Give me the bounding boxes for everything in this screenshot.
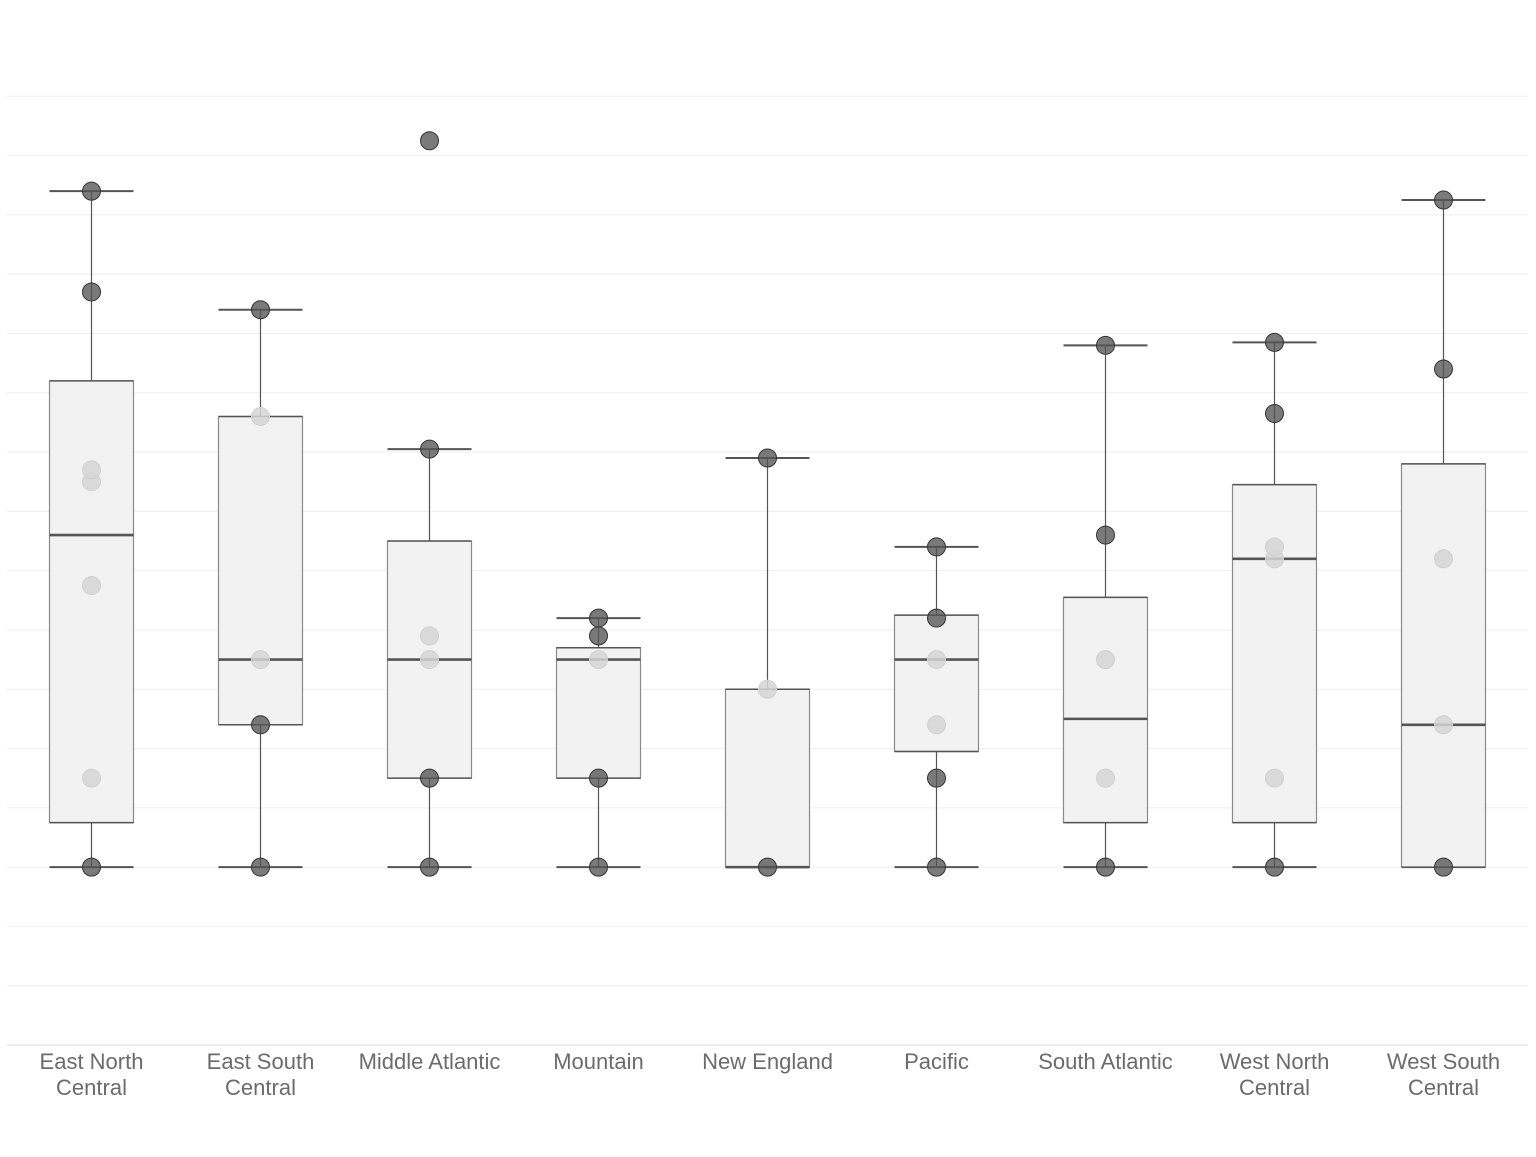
category-label-line: Central	[1408, 1075, 1479, 1100]
category-label-line: East North	[40, 1049, 144, 1074]
data-point[interactable]	[1096, 857, 1115, 877]
data-point[interactable]	[82, 768, 101, 788]
data-point[interactable]	[1096, 525, 1115, 545]
data-point[interactable]	[1434, 190, 1453, 210]
category-label-line: New England	[702, 1049, 833, 1074]
category-label-line: West South	[1387, 1049, 1500, 1074]
data-point[interactable]	[1434, 857, 1453, 877]
data-point[interactable]	[251, 406, 270, 426]
data-point[interactable]	[420, 626, 439, 646]
data-point[interactable]	[758, 857, 777, 877]
data-point[interactable]	[758, 679, 777, 699]
data-point[interactable]	[589, 650, 608, 670]
box-group-3	[386, 131, 473, 877]
data-point[interactable]	[589, 608, 608, 628]
category-label-line: South Atlantic	[1038, 1049, 1173, 1074]
data-point[interactable]	[251, 857, 270, 877]
category-label-line: Central	[1239, 1075, 1310, 1100]
data-point[interactable]	[927, 857, 946, 877]
data-point[interactable]	[82, 575, 101, 595]
data-point[interactable]	[1096, 768, 1115, 788]
data-point[interactable]	[251, 715, 270, 735]
data-point[interactable]	[927, 768, 946, 788]
box[interactable]	[555, 647, 642, 779]
data-point[interactable]	[1265, 857, 1284, 877]
data-point[interactable]	[251, 300, 270, 320]
data-point[interactable]	[1096, 335, 1115, 355]
data-point[interactable]	[927, 537, 946, 557]
box[interactable]	[217, 415, 304, 726]
data-point[interactable]	[1265, 768, 1284, 788]
data-point[interactable]	[589, 626, 608, 646]
data-point[interactable]	[927, 650, 946, 670]
data-point[interactable]	[1434, 359, 1453, 379]
category-label: South Atlantic	[1038, 1049, 1173, 1074]
data-point[interactable]	[1096, 650, 1115, 670]
box[interactable]	[1062, 596, 1149, 824]
data-point[interactable]	[420, 439, 439, 459]
box-group-5	[724, 448, 811, 877]
box-group-2	[217, 300, 304, 877]
box-group-7	[1062, 335, 1149, 877]
category-label-line: Middle Atlantic	[359, 1049, 501, 1074]
category-label: West South Central	[1387, 1049, 1500, 1100]
data-point[interactable]	[251, 650, 270, 670]
data-point[interactable]	[82, 857, 101, 877]
category-label: West North Central	[1220, 1049, 1330, 1100]
data-point[interactable]	[420, 768, 439, 788]
category-label: East North Central	[40, 1049, 144, 1100]
data-point[interactable]	[1265, 537, 1284, 557]
data-point[interactable]	[758, 448, 777, 468]
category-label-line: Central	[225, 1075, 296, 1100]
data-point[interactable]	[589, 857, 608, 877]
category-label: Mountain	[553, 1049, 644, 1074]
data-point[interactable]	[1265, 332, 1284, 352]
box-group-9	[1400, 190, 1487, 877]
category-label: New England	[702, 1049, 833, 1074]
data-point[interactable]	[927, 715, 946, 735]
box-group-1	[48, 181, 135, 877]
category-label: Pacific	[904, 1049, 969, 1074]
data-point[interactable]	[420, 131, 439, 151]
plot-area	[48, 131, 1487, 877]
box-group-6	[893, 537, 980, 877]
category-label: Middle Atlantic	[359, 1049, 501, 1074]
category-label-line: Pacific	[904, 1049, 969, 1074]
box-group-4	[555, 608, 642, 877]
data-point[interactable]	[82, 282, 101, 302]
data-point[interactable]	[82, 181, 101, 201]
category-label-line: Mountain	[553, 1049, 644, 1074]
data-point[interactable]	[1434, 715, 1453, 735]
data-point[interactable]	[1434, 549, 1453, 569]
box-group-8	[1231, 332, 1318, 877]
data-point[interactable]	[927, 608, 946, 628]
category-label: East South Central	[207, 1049, 315, 1100]
data-point[interactable]	[420, 857, 439, 877]
data-point[interactable]	[1265, 404, 1284, 424]
box[interactable]	[724, 688, 811, 868]
data-point[interactable]	[420, 650, 439, 670]
category-label-line: East South	[207, 1049, 315, 1074]
box[interactable]	[1400, 463, 1487, 868]
category-label-line: West North	[1220, 1049, 1330, 1074]
data-point[interactable]	[82, 460, 101, 480]
box[interactable]	[48, 380, 135, 824]
data-point[interactable]	[589, 768, 608, 788]
category-label-line: Central	[56, 1075, 127, 1100]
